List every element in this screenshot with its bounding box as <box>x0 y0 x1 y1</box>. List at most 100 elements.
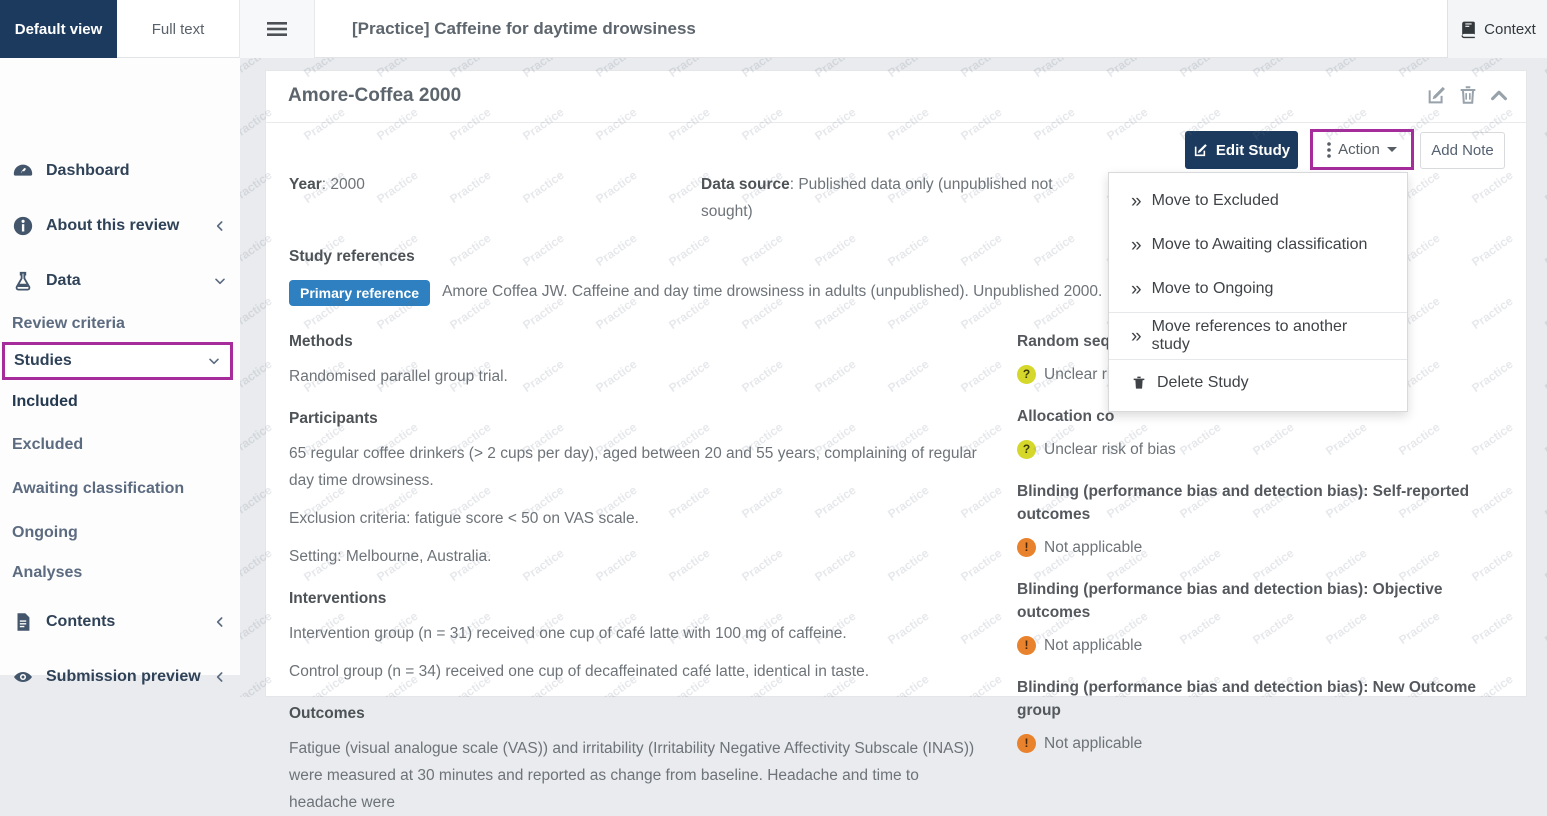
participants-text: 65 regular coffee drinkers (> 2 cups per… <box>289 445 977 489</box>
sidebar-item-label: Ongoing <box>12 524 78 541</box>
menu-item-label: Move to Ongoing <box>1151 280 1274 297</box>
kebab-dots-icon <box>1327 141 1331 158</box>
study-title: Amore-Coffea 2000 <box>288 85 462 106</box>
info-icon <box>12 215 34 237</box>
edit-icon[interactable] <box>1426 84 1448 106</box>
sidebar-item-analyses[interactable]: Analyses <box>0 555 240 591</box>
sidebar-item-label: Data <box>46 272 81 289</box>
rob-heading: Blinding (performance bias and detection… <box>1017 679 1477 719</box>
dashboard-icon <box>12 160 34 182</box>
context-button[interactable]: Context <box>1447 0 1547 58</box>
sidebar-item-label: Analyses <box>12 564 83 581</box>
sidebar-item-studies[interactable]: Studies <box>2 342 233 380</box>
rob-rating-text: Not applicable <box>1044 735 1143 752</box>
menu-item-label: Move to Excluded <box>1151 192 1279 209</box>
participants-text: Setting: Melbourne, Australia. <box>289 548 492 565</box>
sidebar-item-review-criteria[interactable]: Review criteria <box>0 306 240 342</box>
sidebar-toggle-button[interactable] <box>240 0 315 58</box>
rob-rating-text: Not applicable <box>1044 539 1143 556</box>
sidebar-item-label: Studies <box>14 352 72 369</box>
action-label: Action <box>1338 141 1380 158</box>
sidebar-item-label: Awaiting classification <box>12 480 185 497</box>
outcomes-text: Fatigue (visual analogue scale (VAS)) an… <box>289 740 975 811</box>
trash-icon <box>1131 375 1147 391</box>
not-applicable-icon: ! <box>1017 538 1036 557</box>
sidebar-item-dashboard[interactable]: Dashboard <box>0 153 240 189</box>
eye-icon <box>12 666 34 688</box>
chevron-left-icon <box>212 614 228 630</box>
menu-item-label: Move references to another study <box>1151 318 1348 353</box>
year-field: Year: 2000 <box>289 176 365 193</box>
chevron-down-icon <box>206 353 222 369</box>
tab-full-text[interactable]: Full text <box>117 0 240 58</box>
menu-separator <box>1109 312 1407 313</box>
sidebar-item-included[interactable]: Included <box>0 384 240 420</box>
rob-rating: ? Unclear ris <box>1017 361 1499 388</box>
menu-item-move-references-to-another-study[interactable]: » Move references to another study <box>1109 314 1407 358</box>
reference-text: Amore Coffea JW. Caffeine and day time d… <box>442 283 1103 300</box>
rob-rating-text: Unclear ris <box>1044 366 1119 383</box>
book-icon <box>1459 20 1478 39</box>
sidebar: Dashboard About this review Data Review … <box>0 58 240 685</box>
sidebar-item-submission-preview[interactable]: Submission preview <box>0 659 240 695</box>
chevron-down-icon <box>212 273 228 289</box>
hamburger-icon <box>267 21 287 37</box>
menu-separator <box>1109 359 1407 360</box>
action-dropdown-button[interactable]: Action <box>1310 129 1414 170</box>
context-label: Context <box>1484 20 1536 38</box>
edit-study-label: Edit Study <box>1215 141 1291 159</box>
study-card-header: Amore-Coffea 2000 <box>266 71 1526 123</box>
sidebar-item-data[interactable]: Data <box>0 263 240 299</box>
sidebar-item-contents[interactable]: Contents <box>0 604 240 640</box>
sidebar-item-label: Dashboard <box>46 162 130 179</box>
rob-heading: Random sequ <box>1017 333 1120 350</box>
double-angle-icon: » <box>1131 234 1142 256</box>
edit-study-button[interactable]: Edit Study <box>1185 131 1298 169</box>
risk-of-bias-column: Random sequ ? Unclear ris Allocation co … <box>1017 328 1499 757</box>
participants-text: Exclusion criteria: fatigue score < 50 o… <box>289 510 639 527</box>
document-icon <box>12 611 34 633</box>
collapse-chevron-up-icon[interactable] <box>1488 84 1510 106</box>
outcomes-heading: Outcomes <box>289 705 365 722</box>
sidebar-item-ongoing[interactable]: Ongoing <box>0 515 240 551</box>
action-dropdown-menu: » Move to Excluded » Move to Awaiting cl… <box>1108 172 1408 412</box>
study-references-heading: Study references <box>289 248 415 265</box>
menu-item-label: Delete Study <box>1157 374 1249 391</box>
tab-default-view[interactable]: Default view <box>0 0 117 58</box>
sidebar-item-about-this-review[interactable]: About this review <box>0 208 240 244</box>
sidebar-item-label: Contents <box>46 613 116 630</box>
flask-icon <box>12 270 34 292</box>
caret-down-icon <box>1386 147 1397 152</box>
trash-icon[interactable] <box>1457 84 1479 106</box>
interventions-text: Control group (n = 34) received one cup … <box>289 663 870 680</box>
rob-heading: Blinding (performance bias and detection… <box>1017 581 1443 621</box>
sidebar-item-excluded[interactable]: Excluded <box>0 427 240 463</box>
not-applicable-icon: ! <box>1017 734 1036 753</box>
data-source-field: Data source: Published data only (unpubl… <box>701 176 1053 220</box>
rob-rating: ! Not applicable <box>1017 730 1499 757</box>
menu-item-label: Move to Awaiting classification <box>1151 236 1368 253</box>
not-applicable-icon: ! <box>1017 636 1036 655</box>
participants-heading: Participants <box>289 410 378 427</box>
reference-row: Primary reference Amore Coffea JW. Caffe… <box>289 278 1507 306</box>
add-note-button[interactable]: Add Note <box>1420 132 1505 169</box>
sidebar-item-awaiting-classification[interactable]: Awaiting classification <box>0 471 240 507</box>
rob-rating-text: Unclear risk of bias <box>1044 441 1176 458</box>
rob-rating: ? Unclear risk of bias <box>1017 436 1499 463</box>
interventions-text: Intervention group (n = 31) received one… <box>289 625 847 642</box>
primary-reference-badge: Primary reference <box>289 280 431 306</box>
double-angle-icon: » <box>1131 325 1142 347</box>
top-bar: Default view Full text [Practice] Caffei… <box>0 0 1547 58</box>
rob-heading: Allocation co <box>1017 408 1115 425</box>
sidebar-item-label: Review criteria <box>12 315 125 332</box>
menu-item-move-to-ongoing[interactable]: » Move to Ongoing <box>1109 267 1407 311</box>
page-title: [Practice] Caffeine for daytime drowsine… <box>352 19 696 38</box>
edit-pencil-icon <box>1193 142 1209 158</box>
menu-item-move-to-excluded[interactable]: » Move to Excluded <box>1109 179 1407 223</box>
rob-rating-text: Not applicable <box>1044 637 1143 654</box>
rob-heading: Blinding (performance bias and detection… <box>1017 483 1470 523</box>
methods-text: Randomised parallel group trial. <box>289 368 508 385</box>
menu-item-delete-study[interactable]: Delete Study <box>1109 361 1407 405</box>
sidebar-item-label: Excluded <box>12 436 84 453</box>
menu-item-move-to-awaiting-classification[interactable]: » Move to Awaiting classification <box>1109 223 1407 267</box>
